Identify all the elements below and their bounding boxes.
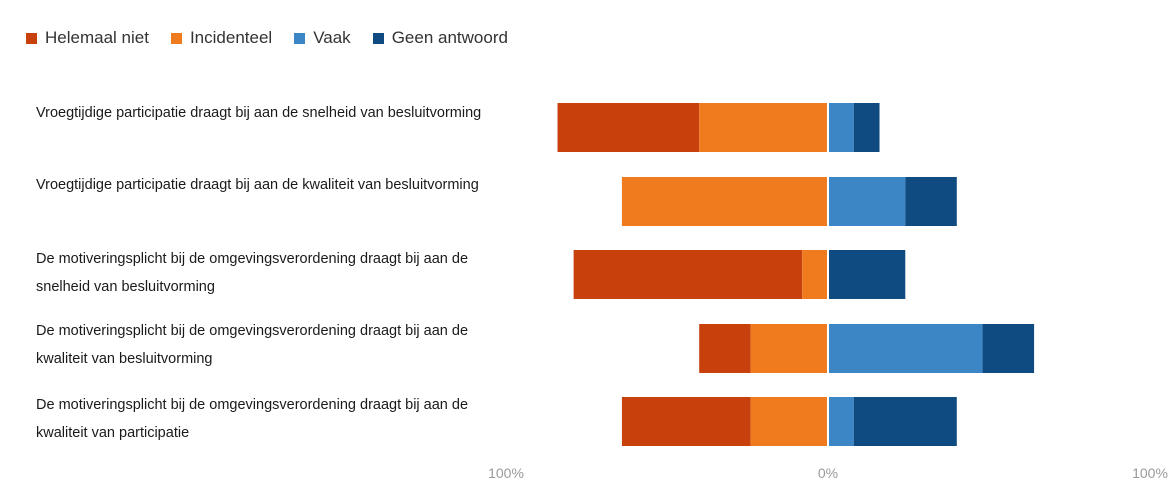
legend-label-incidenteel: Incidenteel <box>189 28 273 47</box>
bar-row-3-incidenteel <box>802 250 828 299</box>
bar-row-5-vaak <box>828 397 854 446</box>
x-tick-label-2: 0% <box>818 465 838 481</box>
bar-row-2-geen-antwoord <box>905 177 957 226</box>
category-label-3: De motiveringsplicht bij de omgevingsver… <box>36 251 469 295</box>
legend-label-vaak: Vaak <box>313 28 351 47</box>
category-label-5: De motiveringsplicht bij de omgevingsver… <box>36 397 469 441</box>
x-tick-label-1: 100% <box>488 465 524 481</box>
bar-row-5-geen-antwoord <box>853 397 957 446</box>
bar-row-3-helemaal-niet <box>573 250 803 299</box>
legend-swatch-helemaal-niet <box>26 32 37 44</box>
legend-swatch-vaak <box>294 32 306 44</box>
x-tick-label-3: 100% <box>1132 465 1168 481</box>
bar-row-1-helemaal-niet <box>557 103 700 152</box>
bar-row-5-incidenteel <box>750 397 828 446</box>
legend-item-geen-antwoord: Geen antwoord <box>372 28 508 48</box>
bar-row-4-incidenteel <box>750 324 828 373</box>
legend-item-vaak: Vaak <box>294 28 351 48</box>
bar-row-1-geen-antwoord <box>853 103 880 152</box>
bar-row-4-helemaal-niet <box>699 324 751 373</box>
legend-swatch-geen-antwoord <box>372 32 384 44</box>
bar-row-4-geen-antwoord <box>982 324 1035 373</box>
category-label-4: De motiveringsplicht bij de omgevingsver… <box>36 323 469 367</box>
bar-row-4-vaak <box>828 324 983 373</box>
bar-row-5-helemaal-niet <box>621 397 751 446</box>
category-label-1: Vroegtijdige participatie draagt bij aan… <box>36 105 482 121</box>
bar-row-1-vaak <box>828 103 854 152</box>
bar-row-1-incidenteel <box>699 103 828 152</box>
category-label-2: Vroegtijdige participatie draagt bij aan… <box>36 177 479 193</box>
legend-item-incidenteel: Incidenteel <box>170 28 273 48</box>
chart-legend: Helemaal niet Incidenteel Vaak Geen antw… <box>26 28 508 48</box>
legend-label-helemaal-niet: Helemaal niet <box>45 28 149 47</box>
legend-label-geen-antwoord: Geen antwoord <box>391 28 508 47</box>
bar-row-2-incidenteel <box>621 177 828 226</box>
bar-row-3-geen-antwoord <box>828 250 906 299</box>
legend-swatch-incidenteel <box>170 32 182 44</box>
legend-item-helemaal-niet: Helemaal niet <box>26 28 149 48</box>
bar-row-2-vaak <box>828 177 906 226</box>
